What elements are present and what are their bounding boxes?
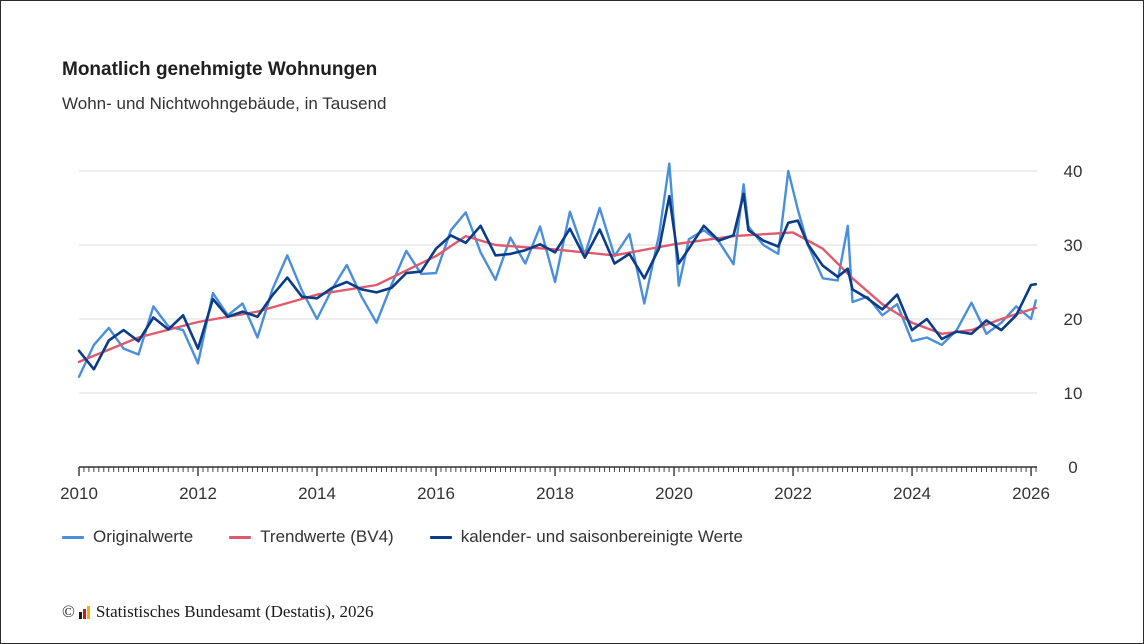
- source-footer: © Statistisches Bundesamt (Destatis), 20…: [62, 602, 374, 622]
- legend-label-originalwerte: Originalwerte: [93, 527, 194, 546]
- series-line-1: [77, 162, 1038, 378]
- y-tick-label-0: 0: [1068, 458, 1077, 477]
- destatis-logo-icon: [78, 605, 91, 619]
- x-tick-label-2024: 2024: [893, 484, 931, 503]
- x-tick-label-2012: 2012: [179, 484, 217, 503]
- chart-title: Monatlich genehmigte Wohnungen: [62, 59, 378, 80]
- series-line-2: [77, 231, 1038, 364]
- x-tick-label-2020: 2020: [655, 484, 693, 503]
- y-tick-label-20: 20: [1064, 310, 1083, 329]
- chart-subtitle: Wohn- und Nichtwohngebäude, in Tausend: [62, 94, 387, 113]
- legend-swatch-bereinigt: [429, 535, 452, 539]
- legend-swatch-trendwerte: [229, 535, 252, 539]
- x-tick-label-2026: 2026: [1012, 484, 1050, 503]
- legend-item-originalwerte[interactable]: Originalwerte: [62, 527, 193, 547]
- legend-item-trendwerte[interactable]: Trendwerte (BV4): [229, 527, 394, 547]
- series-line-3: [77, 192, 1038, 371]
- legend-label-bereinigt: kalender- und saisonbereinigte Werte: [460, 527, 743, 546]
- y-tick-label-10: 10: [1064, 384, 1083, 403]
- source-text: Statistisches Bundesamt (Destatis), 2026: [95, 602, 374, 621]
- chart-legend: Originalwerte Trendwerte (BV4) kalender-…: [62, 527, 779, 547]
- y-tick-label-40: 40: [1064, 162, 1083, 181]
- legend-swatch-originalwerte: [62, 535, 84, 539]
- x-tick-label-2018: 2018: [536, 484, 574, 503]
- x-tick-label-2016: 2016: [417, 484, 455, 503]
- x-tick-label-2022: 2022: [774, 484, 812, 503]
- x-tick-label-2014: 2014: [298, 484, 336, 503]
- legend-label-trendwerte: Trendwerte (BV4): [260, 527, 394, 546]
- x-tick-label-2010: 2010: [60, 484, 98, 503]
- legend-item-bereinigt[interactable]: kalender- und saisonbereinigte Werte: [429, 527, 743, 547]
- y-tick-label-30: 30: [1064, 236, 1083, 255]
- copyright-symbol: ©: [62, 602, 75, 621]
